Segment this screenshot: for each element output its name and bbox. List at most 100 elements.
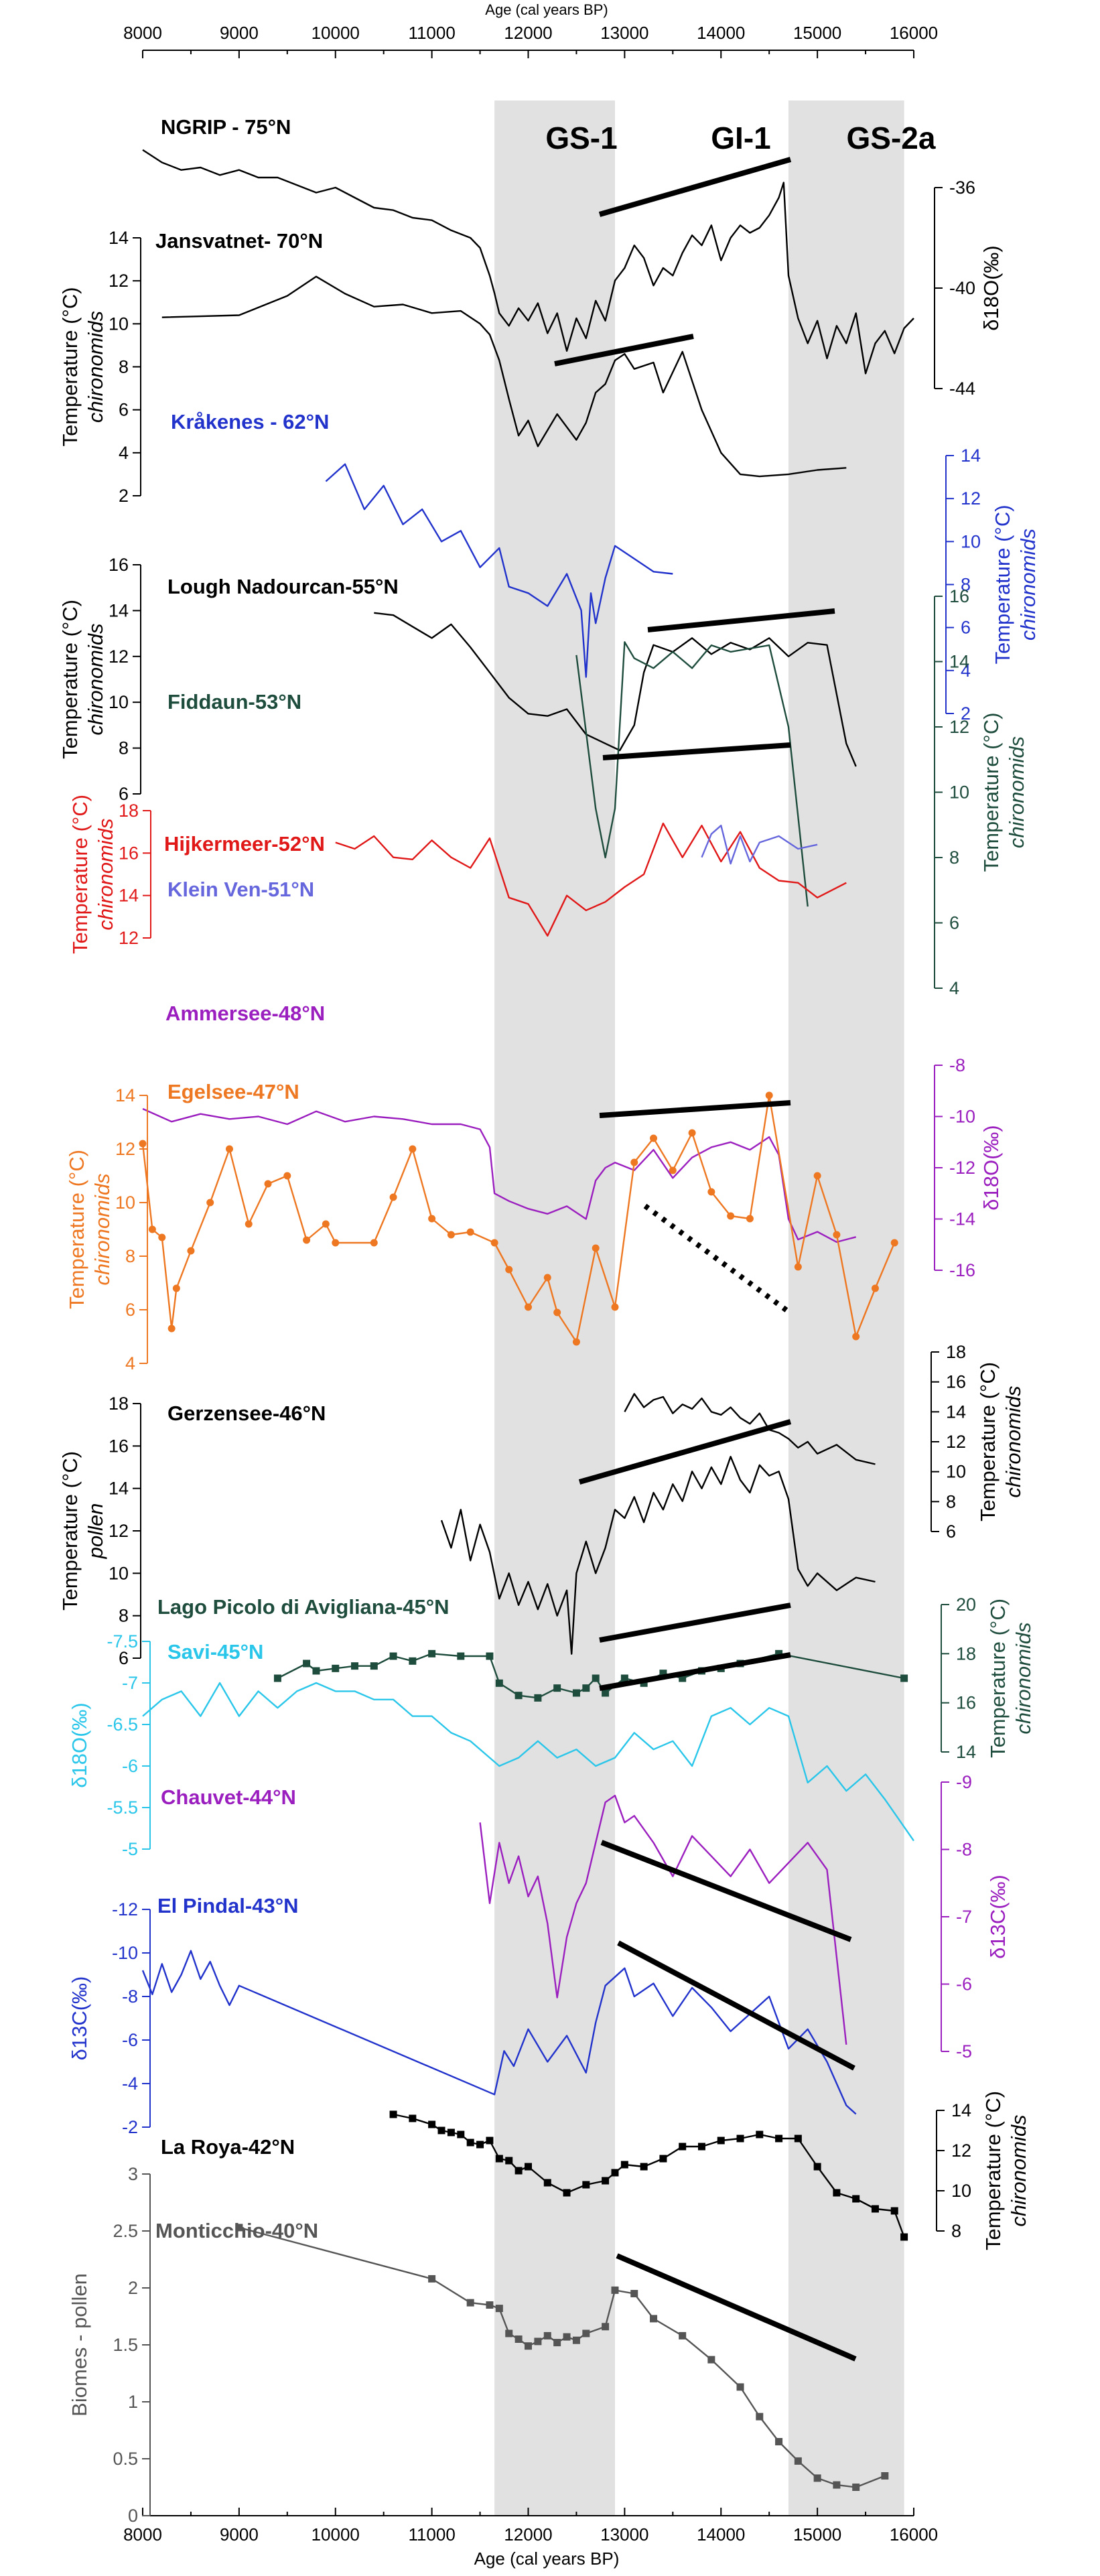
data-point (428, 2120, 436, 2128)
data-point (775, 2438, 783, 2445)
data-point (158, 1233, 166, 1241)
data-point (409, 1145, 417, 1153)
data-point (765, 1091, 773, 1099)
series-16 (235, 2224, 889, 2491)
data-point (409, 2114, 417, 2122)
data-point (611, 2286, 619, 2294)
y-axis-16: 3 2.5 2 1.5 1 0.5 0 Biomes - pollen (68, 2164, 151, 2526)
x-tick-label: 8000 (123, 23, 162, 43)
data-point (881, 2472, 889, 2480)
period-label-0: GS-1 (545, 121, 617, 155)
y-tick-label: 12 (949, 717, 969, 737)
series-1 (161, 275, 847, 478)
record-label-10: Gerzensee-46°N (167, 1402, 326, 1425)
y-axis-0: -36 -40 -44 δ18O(‰) (934, 178, 1003, 399)
data-point (389, 1193, 397, 1201)
series-14 (141, 1950, 857, 2115)
data-point (264, 1180, 272, 1188)
data-point (303, 1659, 311, 1668)
data-point (707, 2356, 715, 2364)
y-axis-title: δ13C(‰) (986, 1875, 1010, 1959)
data-point (650, 1134, 658, 1142)
data-point (486, 1652, 494, 1660)
y-axis-13: -9 -8 -7 -6 -5 δ13C(‰) (941, 1772, 1010, 2061)
x-tick-label: 15000 (793, 2524, 841, 2545)
series-0 (142, 149, 914, 375)
y-tick-label: 8 (951, 2221, 961, 2241)
x-tick-label: 16000 (890, 2524, 938, 2545)
record-label-13: Chauvet-44°N (161, 1785, 296, 1809)
data-point (736, 2383, 744, 2391)
y-tick-label: 4 (125, 1353, 135, 1373)
y-tick-label: 2.5 (113, 2221, 138, 2241)
trend-line-3 (602, 742, 791, 760)
y-tick-label: -14 (949, 1209, 975, 1229)
data-point (813, 1172, 821, 1180)
series-12 (142, 1682, 914, 1842)
data-point (332, 1239, 340, 1247)
record-label-8: Egelsee-47°N (167, 1080, 299, 1103)
x-tick-label: 14000 (697, 23, 745, 43)
series-layer (139, 149, 914, 2491)
data-point (167, 1325, 176, 1333)
y-tick-label: 10 (951, 2181, 971, 2201)
y-tick-label: 20 (956, 1595, 976, 1615)
record-label-11: Lago Picolo di Avigliana-45°N (157, 1595, 450, 1619)
y-axis-title: Temperature (°C) (991, 504, 1014, 664)
period-shading (494, 100, 904, 2516)
y-tick-label: 8 (119, 738, 129, 758)
x-tick-label: 11000 (408, 23, 455, 43)
record-labels: NGRIP - 75°N Jansvatnet- 70°N Kråkenes - 6… (155, 115, 450, 2242)
x-tick-label: 14000 (697, 2524, 745, 2545)
data-point (900, 1674, 908, 1682)
series-9 (624, 1393, 876, 1465)
y-axis-title: Temperature (°C) (58, 287, 82, 446)
top-age-axis: 8000 9000 10000 11000 12000 13000 14000 15000 16… (123, 23, 938, 58)
x-tick-label: 9000 (220, 23, 259, 43)
data-point (322, 1220, 330, 1228)
y-axis-title: Temperature (°C) (58, 1451, 82, 1611)
series-line-1 (161, 275, 847, 478)
y-tick-label: -7 (956, 1907, 972, 1927)
data-point (602, 2323, 610, 2331)
data-point (679, 1674, 687, 1682)
y-tick-label: 10 (109, 314, 129, 334)
data-point (235, 2224, 243, 2232)
series-line-2 (325, 463, 673, 678)
data-point (563, 2189, 571, 2197)
data-point (543, 2331, 551, 2340)
period-label-1: GI-1 (711, 121, 770, 155)
y-axis-8: 14 12 10 8 6 4 Temperature (°C) chironomids (65, 1085, 148, 1373)
y-tick-label: 6 (119, 1648, 129, 1668)
x-axis-title-bottom: Age (cal years BP) (474, 2549, 620, 2569)
trend-line-8 (599, 1652, 791, 1691)
data-point (572, 1689, 580, 1697)
series-2 (325, 463, 673, 678)
x-axis-title-top: Age (cal years BP) (485, 1, 608, 18)
data-point (592, 1674, 600, 1682)
y-tick-label: 16 (949, 586, 969, 606)
data-point (428, 2275, 436, 2283)
record-label-14: El Pindal-43°N (157, 1894, 299, 1917)
data-point (582, 2329, 590, 2337)
trend-line-0 (598, 157, 792, 217)
trend-line-9 (600, 1840, 852, 1942)
y-tick-label: -6 (122, 2030, 138, 2050)
data-point (389, 1652, 397, 1660)
y-tick-label: 12 (109, 647, 129, 667)
y-tick-label: 14 (119, 886, 139, 906)
y-axis-10: 18 16 14 12 10 8 6 Temperature (°C) pollen (58, 1394, 141, 1668)
series-15 (389, 2110, 908, 2241)
data-point (620, 1674, 628, 1682)
trend-lines (554, 157, 857, 2362)
y-tick-label: 10 (115, 1193, 135, 1213)
data-point (794, 2457, 802, 2465)
y-tick-label: -8 (122, 1986, 138, 2007)
y-tick-label: 4 (949, 978, 959, 998)
x-tick-label: 9000 (220, 2524, 259, 2545)
shaded-period-1 (788, 100, 904, 2516)
data-point (409, 1657, 417, 1665)
data-point (582, 2181, 590, 2189)
data-point (659, 2155, 667, 2163)
data-point (514, 2335, 523, 2343)
